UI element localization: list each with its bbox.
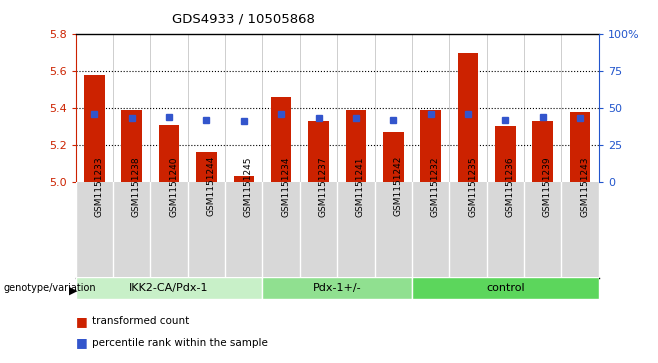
- Text: GSM1151243: GSM1151243: [580, 156, 589, 217]
- Bar: [570, 112, 590, 182]
- Text: ■: ■: [76, 315, 88, 328]
- Text: transformed count: transformed count: [92, 316, 190, 326]
- Text: GDS4933 / 10505868: GDS4933 / 10505868: [172, 13, 315, 26]
- Bar: [495, 126, 516, 182]
- Text: GSM1151238: GSM1151238: [132, 156, 141, 217]
- Text: GSM1151237: GSM1151237: [318, 156, 328, 217]
- Bar: [196, 152, 216, 182]
- Text: GSM1151245: GSM1151245: [244, 156, 253, 217]
- Bar: [234, 176, 254, 182]
- Bar: [345, 110, 367, 182]
- Bar: [271, 97, 291, 182]
- Bar: [263, 277, 412, 299]
- Text: GSM1151234: GSM1151234: [281, 156, 290, 217]
- Bar: [84, 75, 105, 182]
- Text: GSM1151240: GSM1151240: [169, 156, 178, 217]
- Bar: [159, 125, 180, 182]
- Bar: [383, 132, 403, 182]
- Text: GSM1151239: GSM1151239: [543, 156, 551, 217]
- Text: GSM1151232: GSM1151232: [430, 156, 440, 217]
- Text: GSM1151242: GSM1151242: [393, 156, 402, 216]
- Text: IKK2-CA/Pdx-1: IKK2-CA/Pdx-1: [130, 283, 209, 293]
- Bar: [420, 110, 441, 182]
- Text: ▶: ▶: [69, 285, 78, 295]
- Text: percentile rank within the sample: percentile rank within the sample: [92, 338, 268, 348]
- Text: Pdx-1+/-: Pdx-1+/-: [313, 283, 361, 293]
- Text: genotype/variation: genotype/variation: [3, 283, 96, 293]
- Text: GSM1151233: GSM1151233: [94, 156, 103, 217]
- Bar: [412, 277, 599, 299]
- Text: GSM1151241: GSM1151241: [356, 156, 365, 217]
- Text: ■: ■: [76, 337, 88, 350]
- Bar: [76, 277, 263, 299]
- Bar: [122, 110, 142, 182]
- Text: GSM1151244: GSM1151244: [207, 156, 215, 216]
- Text: control: control: [486, 283, 524, 293]
- Text: GSM1151236: GSM1151236: [505, 156, 515, 217]
- Text: GSM1151235: GSM1151235: [468, 156, 477, 217]
- Bar: [458, 53, 478, 181]
- Bar: [532, 121, 553, 182]
- Bar: [308, 121, 329, 182]
